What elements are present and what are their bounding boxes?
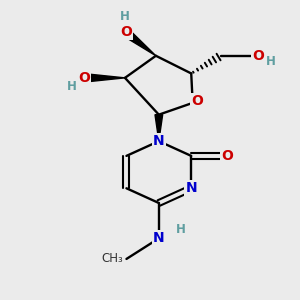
Text: O: O [191,94,203,108]
Text: O: O [78,71,90,85]
Text: H: H [120,10,130,22]
Polygon shape [127,32,156,56]
Text: H: H [176,223,186,236]
Text: CH₃: CH₃ [102,252,124,266]
Text: O: O [221,149,233,163]
Text: N: N [153,134,165,148]
Text: N: N [153,231,165,245]
Text: N: N [185,181,197,195]
Polygon shape [88,74,125,82]
Text: O: O [252,49,264,63]
Text: H: H [67,80,77,93]
Text: H: H [266,55,276,68]
Text: O: O [121,25,132,39]
Polygon shape [155,115,163,141]
